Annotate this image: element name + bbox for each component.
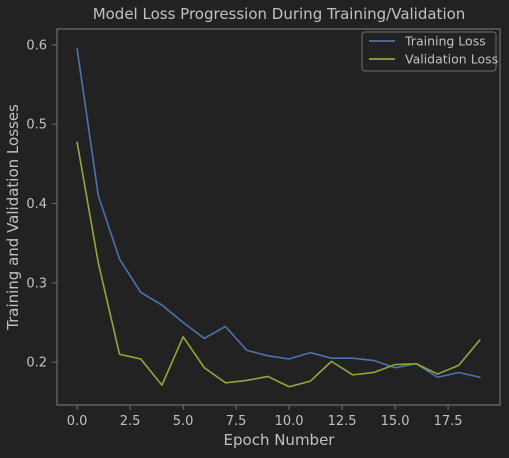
series-line-training-loss: [76, 48, 481, 379]
legend-label: Training Loss: [404, 34, 486, 49]
legend-box: [361, 31, 497, 72]
chart-title: Model Loss Progression During Training/V…: [93, 5, 466, 23]
y-axis-label: Training and Validation Losses: [4, 104, 22, 331]
y-tick-label: 0.3: [26, 276, 47, 291]
series-lines: [76, 48, 481, 388]
x-tick-label: 2.5: [120, 414, 141, 429]
x-tick-label: 0.0: [67, 414, 88, 429]
legend-label: Validation Loss: [405, 52, 498, 67]
plot-frame: [56, 28, 501, 406]
x-tick-label: 5.0: [173, 414, 194, 429]
y-axis: 0.2 0.3 0.4 0.5 0.6: [26, 38, 57, 371]
x-axis-label: Epoch Number: [224, 431, 336, 449]
y-tick-label: 0.6: [26, 38, 47, 53]
y-tick-label: 0.4: [26, 197, 47, 212]
x-tick-label: 12.5: [328, 414, 357, 429]
x-axis: 0.0 2.5 5.0 7.5 10.0 12.5 15.0 17.5: [67, 405, 463, 429]
x-tick-label: 7.5: [226, 414, 247, 429]
x-tick-label: 17.5: [434, 414, 463, 429]
x-tick-label: 10.0: [275, 414, 304, 429]
series-line-validation-loss: [76, 141, 481, 388]
legend: Training Loss Validation Loss: [361, 31, 498, 72]
y-tick-label: 0.5: [26, 118, 47, 133]
y-tick-label: 0.2: [26, 356, 47, 371]
x-tick-label: 15.0: [381, 414, 410, 429]
